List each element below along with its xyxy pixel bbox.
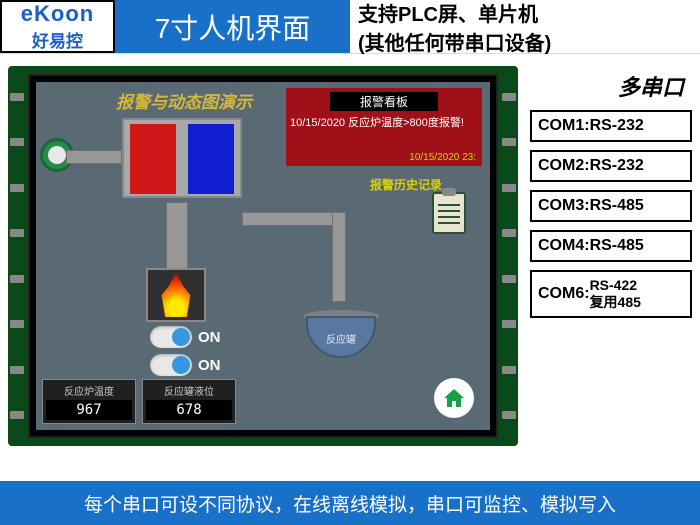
support-line-1: 支持PLC屏、单片机 [358,0,692,27]
flame-icon [158,273,194,317]
product-title: 7寸人机界面 [115,0,350,53]
port-com6: COM6: RS-422复用485 [530,270,692,318]
sidebar-title: 多串口 [530,70,692,102]
footer-bar: 每个串口可设不同协议，在线离线模拟，串口可监控、模拟写入 [0,481,700,525]
reading-furnace-temp: 反应炉温度 967 [42,379,136,424]
alarm-header: 报警看板 [330,92,438,111]
alarm-message: 10/15/2020 反应炉温度>800度报警! [290,114,478,130]
pipe [242,212,342,226]
logo: eKoon 好易控 [0,0,115,53]
reading-value: 967 [46,400,132,420]
clipboard-icon[interactable] [432,192,466,234]
pipe [332,212,346,302]
tank-blue-level [188,124,234,194]
toggle-label-1: ON [198,329,221,346]
reading-group: 反应炉温度 967 反应罐液位 678 [42,379,236,424]
pipe [166,202,188,272]
toggle-switch-1[interactable] [150,326,192,348]
logo-text-top: eKoon [21,1,94,27]
reaction-vessel: 反应罐 [306,298,376,358]
port-com1: COM1:RS-232 [530,110,692,142]
vessel-label: 反应罐 [306,331,376,346]
hmi-title: 报警与动态图演示 [116,88,252,113]
reading-label: 反应罐液位 [146,383,232,398]
reading-vessel-level: 反应罐液位 678 [142,379,236,424]
toggle-group: ON ON [150,326,221,382]
header: eKoon 好易控 7寸人机界面 支持PLC屏、单片机 (其他任何带串口设备) [0,0,700,54]
home-icon [442,386,466,410]
pcb-pins-right [502,74,516,438]
history-label: 报警历史记录 [370,176,442,193]
support-line-2: (其他任何带串口设备) [358,27,692,56]
alarm-panel[interactable]: 报警看板 10/15/2020 反应炉温度>800度报警! 10/15/2020… [286,88,482,166]
toggle-label-2: ON [198,357,221,374]
port-com3: COM3:RS-485 [530,190,692,222]
sidebar: 多串口 COM1:RS-232 COM2:RS-232 COM3:RS-485 … [530,66,692,464]
reading-label: 反应炉温度 [46,383,132,398]
pcb-pins-left [10,74,24,438]
pipe [66,150,122,164]
alarm-timestamp: 10/15/2020 23: [409,152,476,163]
port-com4: COM4:RS-485 [530,230,692,262]
hmi-screen[interactable]: 报警与动态图演示 报警看板 10/15/2020 反应炉温度>800度报警! 1… [36,82,490,430]
home-button[interactable] [434,378,474,418]
port-com2: COM2:RS-232 [530,150,692,182]
furnace [146,268,206,322]
toggle-switch-2[interactable] [150,354,192,376]
tank-red-level [130,124,176,194]
hmi-device: 报警与动态图演示 报警看板 10/15/2020 反应炉温度>800度报警! 1… [8,66,518,446]
logo-text-bottom: 好易控 [32,27,83,52]
tank [122,118,242,198]
header-support-text: 支持PLC屏、单片机 (其他任何带串口设备) [350,0,700,53]
reading-value: 678 [146,400,232,420]
screen-bezel: 报警与动态图演示 报警看板 10/15/2020 反应炉温度>800度报警! 1… [28,74,498,438]
